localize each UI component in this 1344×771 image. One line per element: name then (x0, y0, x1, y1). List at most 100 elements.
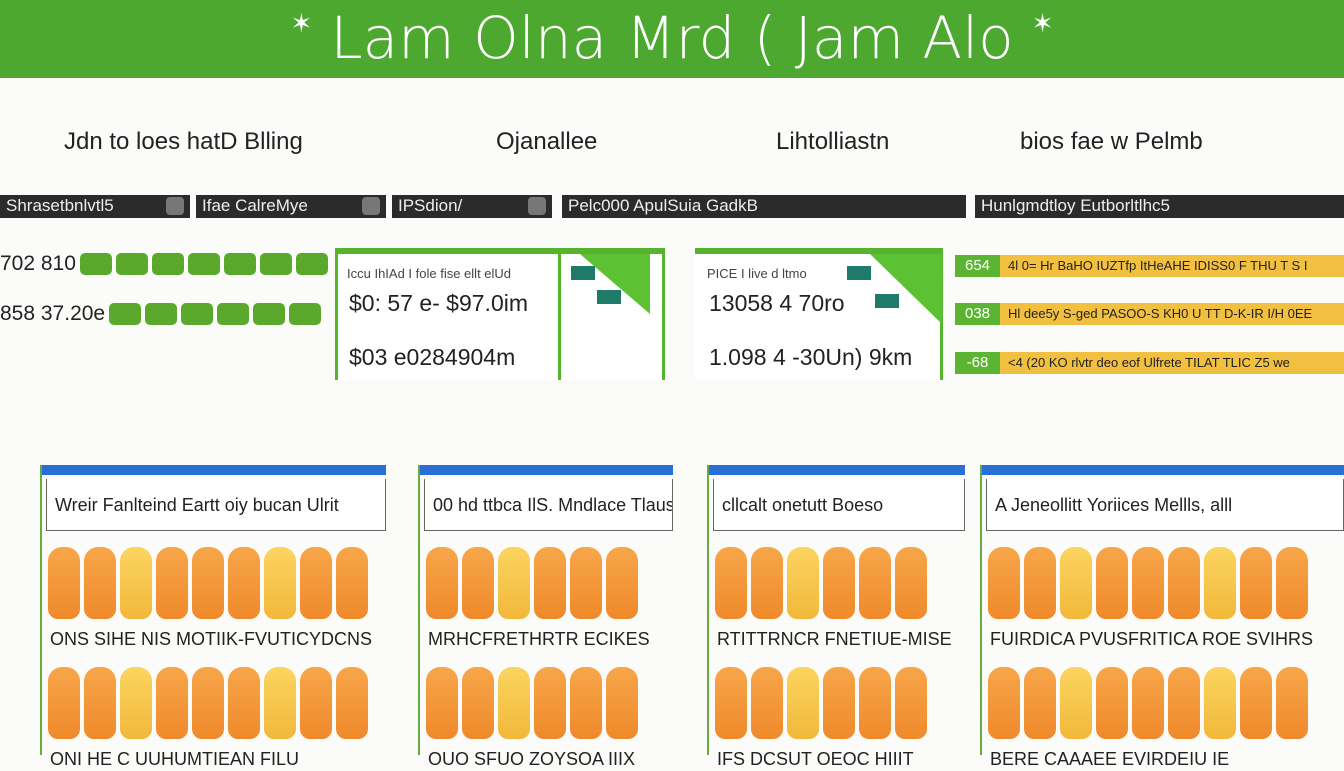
product-tile[interactable] (228, 667, 260, 739)
product-tile[interactable] (1168, 547, 1200, 619)
panel-row-label: ONS SIHE NIS MOTIIK-FVUTICYDCNS (50, 629, 373, 649)
product-tile[interactable] (823, 667, 855, 739)
progress-row[interactable]: 038 Hl dee5y S-ged PASOO-S KH0 U TT D-K-I… (955, 303, 1344, 325)
product-tile[interactable] (1168, 667, 1200, 739)
stat-card[interactable]: Iccu IhIAd I fole fise ellt elUd $0: 57 … (335, 248, 665, 380)
product-tile[interactable] (715, 547, 747, 619)
product-tile[interactable] (1240, 547, 1272, 619)
list-value: 858 37.20e (0, 302, 106, 325)
product-panel[interactable]: cllcalt onetutt Boeso RTITTRNCR FNETIUE-M… (707, 465, 965, 769)
product-tiles (420, 547, 673, 619)
column-header[interactable]: Jdn to loes hatD Blling (64, 128, 303, 155)
product-tile[interactable] (156, 667, 188, 739)
panel-row-label: MRHCFRETHRTR ECIKES (428, 629, 650, 649)
product-tile[interactable] (1240, 667, 1272, 739)
filter-label: Hunlgmdtloy Eutborltlhc5 (981, 196, 1170, 215)
list-item[interactable]: 702 810 (0, 252, 328, 276)
filter-bar[interactable]: Pelc000 ApulSuia GadkB (562, 195, 966, 218)
product-panel[interactable]: 00 hd ttbca IlS. Mndlace Tlaus MRHCFRETHR… (418, 465, 673, 769)
product-tile[interactable] (48, 547, 80, 619)
filter-label: Ifae CalreMye (202, 196, 308, 215)
product-tile[interactable] (570, 547, 602, 619)
product-tile[interactable] (988, 547, 1020, 619)
product-tile[interactable] (300, 667, 332, 739)
product-tile[interactable] (192, 667, 224, 739)
product-panel[interactable]: Wreir Fanlteind Eartt oiy bucan Ulrit ONS… (40, 465, 386, 769)
product-tile[interactable] (895, 667, 927, 739)
product-tile[interactable] (498, 547, 530, 619)
panel-top-bar (42, 465, 386, 475)
product-tile[interactable] (1132, 667, 1164, 739)
column-header[interactable]: bios fae w Pelmb (1020, 128, 1203, 155)
product-tile[interactable] (336, 667, 368, 739)
filter-bar[interactable]: Ifae CalreMye (196, 195, 386, 218)
column-header[interactable]: Lihtolliastn (776, 128, 890, 155)
product-tile[interactable] (462, 667, 494, 739)
filter-bar[interactable]: Shrasetbnlvtl5 (0, 195, 190, 218)
product-tile[interactable] (606, 547, 638, 619)
product-tiles (42, 547, 386, 619)
product-tile[interactable] (462, 547, 494, 619)
product-tile[interactable] (715, 667, 747, 739)
column-header[interactable]: Ojanallee (496, 128, 598, 155)
progress-row[interactable]: 654 4l 0= Hr BaHO IUZTfp ItHeAHE IDISS0 F… (955, 255, 1344, 277)
product-panel[interactable]: A Jeneollitt Yoriices Mellls, alll FUIRDI… (980, 465, 1344, 769)
product-tile[interactable] (823, 547, 855, 619)
filter-bar[interactable]: Hunlgmdtloy Eutborltlhc5 (975, 195, 1344, 218)
product-tile[interactable] (1096, 547, 1128, 619)
filter-icon (166, 197, 184, 215)
filter-icon (362, 197, 380, 215)
product-tile[interactable] (1276, 667, 1308, 739)
panel-row-label: RTITTRNCR FNETIUE-MISE (717, 629, 952, 649)
product-tile[interactable] (1024, 667, 1056, 739)
product-tile[interactable] (1132, 547, 1164, 619)
filter-icon (528, 197, 546, 215)
panel-title: cllcalt onetutt Boeso (713, 479, 965, 531)
stat-card[interactable]: PICE I live d ltmo 13058 4 70ro 1.098 4 … (695, 248, 943, 380)
product-tile[interactable] (426, 667, 458, 739)
product-tile[interactable] (859, 547, 891, 619)
list-item[interactable]: 858 37.20e (0, 302, 322, 326)
filter-bar[interactable]: IPSdion/ (392, 195, 552, 218)
product-tile[interactable] (1024, 547, 1056, 619)
product-tile[interactable] (1060, 547, 1092, 619)
leaf-icon: ✶ (1031, 8, 1054, 38)
product-tile[interactable] (1204, 547, 1236, 619)
product-tile[interactable] (1204, 667, 1236, 739)
product-tile[interactable] (751, 667, 783, 739)
product-tile[interactable] (84, 547, 116, 619)
product-tile[interactable] (606, 667, 638, 739)
product-tile[interactable] (895, 547, 927, 619)
product-tile[interactable] (751, 547, 783, 619)
product-tile[interactable] (498, 667, 530, 739)
product-tile[interactable] (787, 667, 819, 739)
product-tile[interactable] (264, 547, 296, 619)
filter-label: IPSdion/ (398, 196, 463, 215)
product-tile[interactable] (787, 547, 819, 619)
panel-row-label: FUIRDICA PVUSFRITICA ROE SVIHRS (990, 629, 1314, 649)
panel-title: A Jeneollitt Yoriices Mellls, alll (986, 479, 1344, 531)
product-tile[interactable] (84, 667, 116, 739)
product-tile[interactable] (570, 667, 602, 739)
product-tile[interactable] (859, 667, 891, 739)
progress-row[interactable]: -68 <4 (20 KO rlvtr deo eof Ulfrete TILAT… (955, 352, 1344, 374)
product-tile[interactable] (534, 667, 566, 739)
product-tile[interactable] (264, 667, 296, 739)
product-tile[interactable] (156, 547, 188, 619)
product-tile[interactable] (120, 547, 152, 619)
product-tile[interactable] (48, 667, 80, 739)
product-tile[interactable] (988, 667, 1020, 739)
product-tiles (709, 667, 965, 739)
product-tile[interactable] (1096, 667, 1128, 739)
product-tiles (42, 667, 386, 739)
product-tile[interactable] (1276, 547, 1308, 619)
product-tile[interactable] (228, 547, 260, 619)
product-tile[interactable] (300, 547, 332, 619)
product-tile[interactable] (336, 547, 368, 619)
product-tile[interactable] (534, 547, 566, 619)
product-tiles (982, 547, 1344, 619)
product-tile[interactable] (192, 547, 224, 619)
product-tile[interactable] (120, 667, 152, 739)
product-tile[interactable] (426, 547, 458, 619)
product-tile[interactable] (1060, 667, 1092, 739)
